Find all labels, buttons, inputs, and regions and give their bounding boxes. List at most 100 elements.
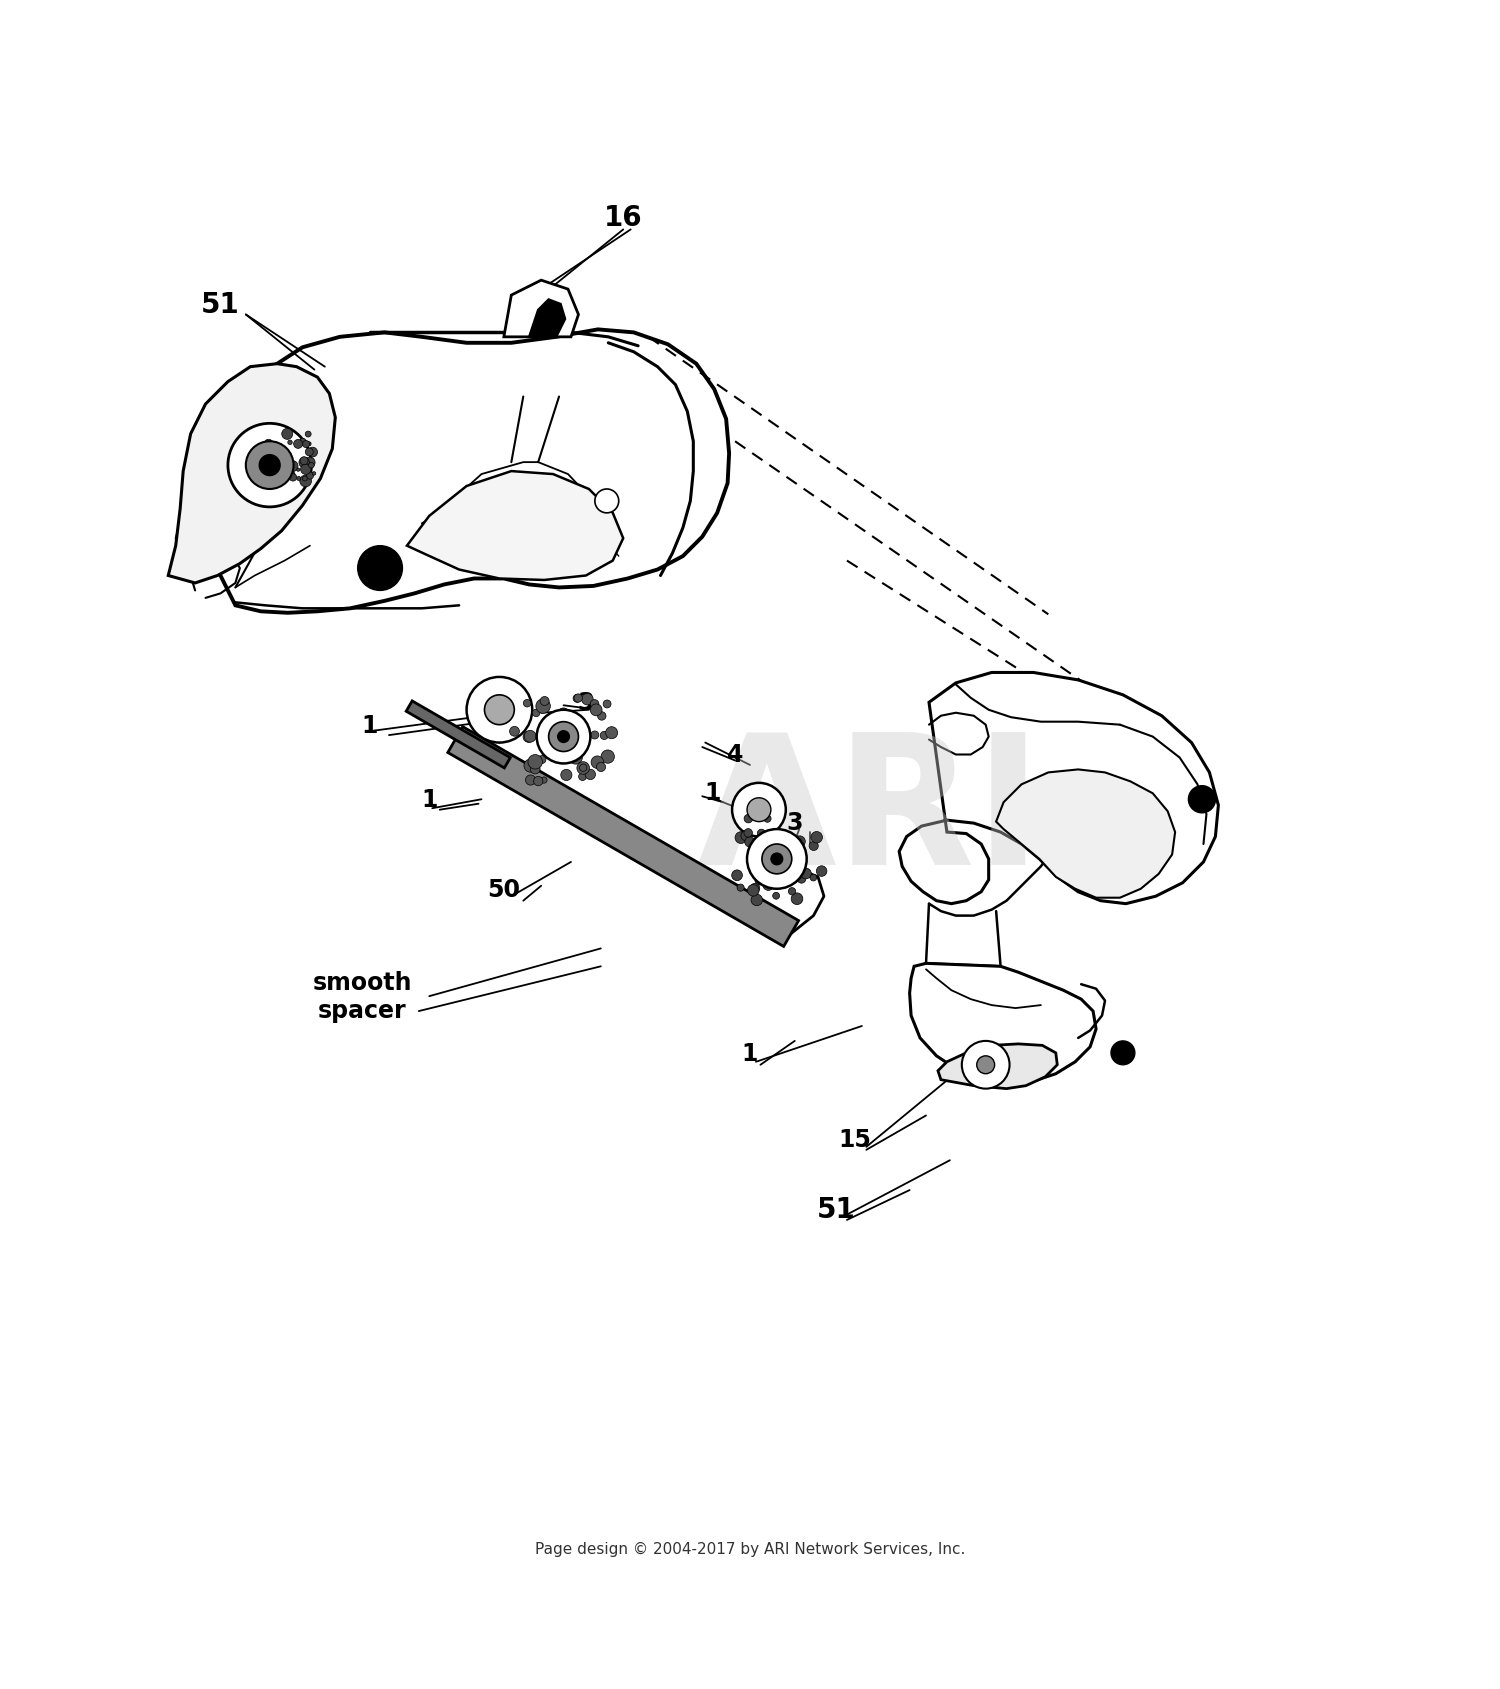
Circle shape <box>600 731 609 740</box>
Circle shape <box>754 877 764 885</box>
Circle shape <box>790 893 802 905</box>
Circle shape <box>538 757 546 763</box>
Circle shape <box>764 880 774 890</box>
Circle shape <box>564 711 573 720</box>
Text: 1: 1 <box>705 780 722 804</box>
Circle shape <box>524 760 537 774</box>
Text: 50: 50 <box>488 877 520 902</box>
Circle shape <box>297 478 300 481</box>
Circle shape <box>510 726 519 736</box>
Circle shape <box>542 777 548 784</box>
Circle shape <box>561 770 572 780</box>
Text: 1: 1 <box>742 1040 758 1066</box>
Circle shape <box>579 765 586 772</box>
Circle shape <box>602 750 615 763</box>
Circle shape <box>762 844 792 875</box>
Circle shape <box>550 726 558 733</box>
Circle shape <box>554 720 567 733</box>
Circle shape <box>306 449 314 456</box>
Circle shape <box>772 893 780 900</box>
Circle shape <box>290 475 297 481</box>
Polygon shape <box>504 280 579 338</box>
Circle shape <box>560 736 567 743</box>
Circle shape <box>764 816 771 823</box>
Circle shape <box>279 454 282 459</box>
Circle shape <box>732 870 742 882</box>
Text: smooth
spacer: smooth spacer <box>312 971 413 1022</box>
Circle shape <box>304 458 315 468</box>
Circle shape <box>357 546 402 591</box>
Text: 15: 15 <box>839 1128 872 1152</box>
Text: 3: 3 <box>578 691 594 714</box>
Circle shape <box>303 476 307 481</box>
Circle shape <box>264 441 273 449</box>
Circle shape <box>741 831 752 841</box>
Circle shape <box>308 448 318 458</box>
Circle shape <box>596 490 618 513</box>
Circle shape <box>525 775 536 785</box>
Circle shape <box>308 443 310 446</box>
Circle shape <box>303 441 309 448</box>
Circle shape <box>536 699 550 714</box>
Circle shape <box>1188 787 1215 812</box>
Circle shape <box>747 885 759 897</box>
Text: 1: 1 <box>422 787 438 812</box>
Circle shape <box>294 441 303 449</box>
Circle shape <box>544 747 556 758</box>
Circle shape <box>540 698 549 706</box>
Circle shape <box>534 777 543 787</box>
Circle shape <box>976 1056 994 1074</box>
Circle shape <box>597 763 606 772</box>
Circle shape <box>285 459 291 464</box>
Circle shape <box>758 829 765 838</box>
Circle shape <box>556 721 568 733</box>
Circle shape <box>304 432 310 437</box>
Circle shape <box>962 1042 1010 1089</box>
Circle shape <box>555 731 564 740</box>
Circle shape <box>747 799 771 823</box>
Text: 4: 4 <box>728 743 744 767</box>
Circle shape <box>260 456 280 476</box>
Circle shape <box>732 784 786 838</box>
Circle shape <box>573 694 580 703</box>
Circle shape <box>279 466 288 475</box>
Circle shape <box>300 439 306 446</box>
Circle shape <box>300 464 310 475</box>
Circle shape <box>744 829 753 838</box>
Text: 51: 51 <box>818 1196 856 1225</box>
Circle shape <box>816 866 827 877</box>
Text: 51: 51 <box>201 291 240 319</box>
Circle shape <box>300 476 312 488</box>
Circle shape <box>564 736 578 750</box>
Circle shape <box>532 709 540 718</box>
Circle shape <box>1112 1042 1136 1066</box>
Circle shape <box>582 694 592 706</box>
Circle shape <box>466 677 532 743</box>
Circle shape <box>228 424 312 508</box>
Text: Page design © 2004-2017 by ARI Network Services, Inc.: Page design © 2004-2017 by ARI Network S… <box>536 1540 964 1556</box>
Circle shape <box>578 762 590 775</box>
Polygon shape <box>898 672 1218 904</box>
Polygon shape <box>406 701 510 768</box>
Polygon shape <box>168 365 336 584</box>
Circle shape <box>312 473 316 476</box>
Circle shape <box>264 478 274 486</box>
Circle shape <box>549 723 579 752</box>
Text: 3: 3 <box>786 811 802 834</box>
Polygon shape <box>909 964 1096 1083</box>
Circle shape <box>300 458 307 466</box>
Circle shape <box>735 833 747 844</box>
Circle shape <box>808 841 819 851</box>
Circle shape <box>554 752 560 758</box>
Circle shape <box>528 755 543 770</box>
Circle shape <box>744 814 753 824</box>
Circle shape <box>597 713 606 721</box>
Circle shape <box>603 701 610 708</box>
Circle shape <box>552 733 562 743</box>
Circle shape <box>273 459 278 464</box>
Circle shape <box>574 694 582 703</box>
Polygon shape <box>938 1044 1058 1089</box>
Circle shape <box>812 833 822 843</box>
Circle shape <box>524 731 536 743</box>
Circle shape <box>568 752 582 765</box>
